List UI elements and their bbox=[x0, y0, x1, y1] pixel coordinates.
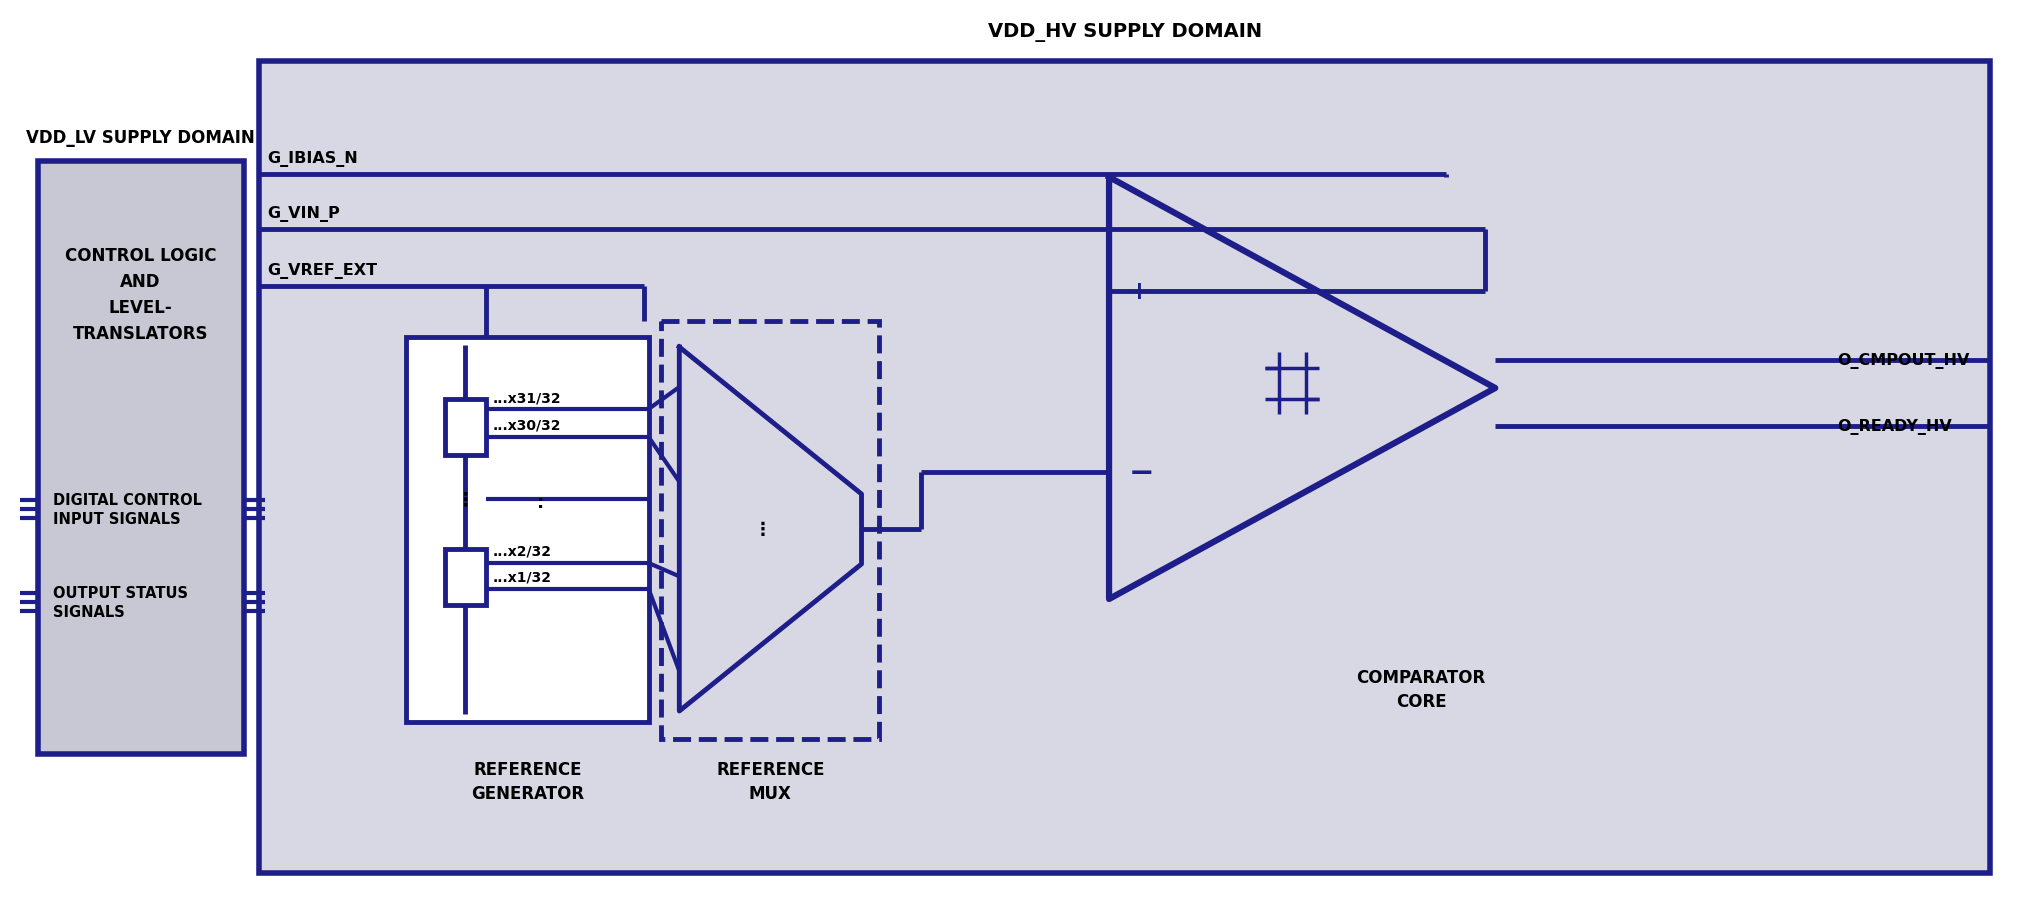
Text: ...x1/32: ...x1/32 bbox=[492, 570, 551, 584]
Text: O_CMPOUT_HV: O_CMPOUT_HV bbox=[1838, 353, 1969, 369]
Text: REFERENCE
GENERATOR: REFERENCE GENERATOR bbox=[470, 761, 583, 802]
Text: G_VIN_P: G_VIN_P bbox=[267, 206, 340, 221]
Text: VDD_LV SUPPLY DOMAIN: VDD_LV SUPPLY DOMAIN bbox=[26, 128, 255, 147]
Bar bbox=[444, 549, 486, 605]
Text: ...x31/32: ...x31/32 bbox=[492, 391, 561, 404]
Bar bbox=[38, 162, 243, 754]
Text: O_READY_HV: O_READY_HV bbox=[1838, 418, 1951, 435]
Text: ⋮: ⋮ bbox=[754, 520, 772, 538]
Text: G_IBIAS_N: G_IBIAS_N bbox=[267, 151, 359, 167]
Text: ⋮: ⋮ bbox=[456, 490, 476, 509]
Text: :: : bbox=[537, 494, 545, 511]
Text: −: − bbox=[1128, 458, 1155, 487]
Bar bbox=[405, 338, 648, 722]
Bar bbox=[660, 322, 879, 739]
Text: ...x2/32: ...x2/32 bbox=[492, 545, 551, 558]
Text: +: + bbox=[1128, 280, 1149, 303]
Text: REFERENCE
MUX: REFERENCE MUX bbox=[715, 761, 825, 802]
Text: CONTROL LOGIC
AND
LEVEL-
TRANSLATORS: CONTROL LOGIC AND LEVEL- TRANSLATORS bbox=[65, 247, 217, 343]
Text: COMPARATOR
CORE: COMPARATOR CORE bbox=[1355, 669, 1485, 710]
Bar bbox=[259, 62, 1990, 873]
Text: G_VREF_EXT: G_VREF_EXT bbox=[267, 262, 377, 279]
Text: VDD_HV SUPPLY DOMAIN: VDD_HV SUPPLY DOMAIN bbox=[989, 23, 1262, 42]
Text: OUTPUT STATUS
SIGNALS: OUTPUT STATUS SIGNALS bbox=[53, 586, 188, 619]
Text: DIGITAL CONTROL
INPUT SIGNALS: DIGITAL CONTROL INPUT SIGNALS bbox=[53, 493, 203, 527]
Bar bbox=[444, 400, 486, 456]
Text: ...x30/32: ...x30/32 bbox=[492, 418, 561, 433]
